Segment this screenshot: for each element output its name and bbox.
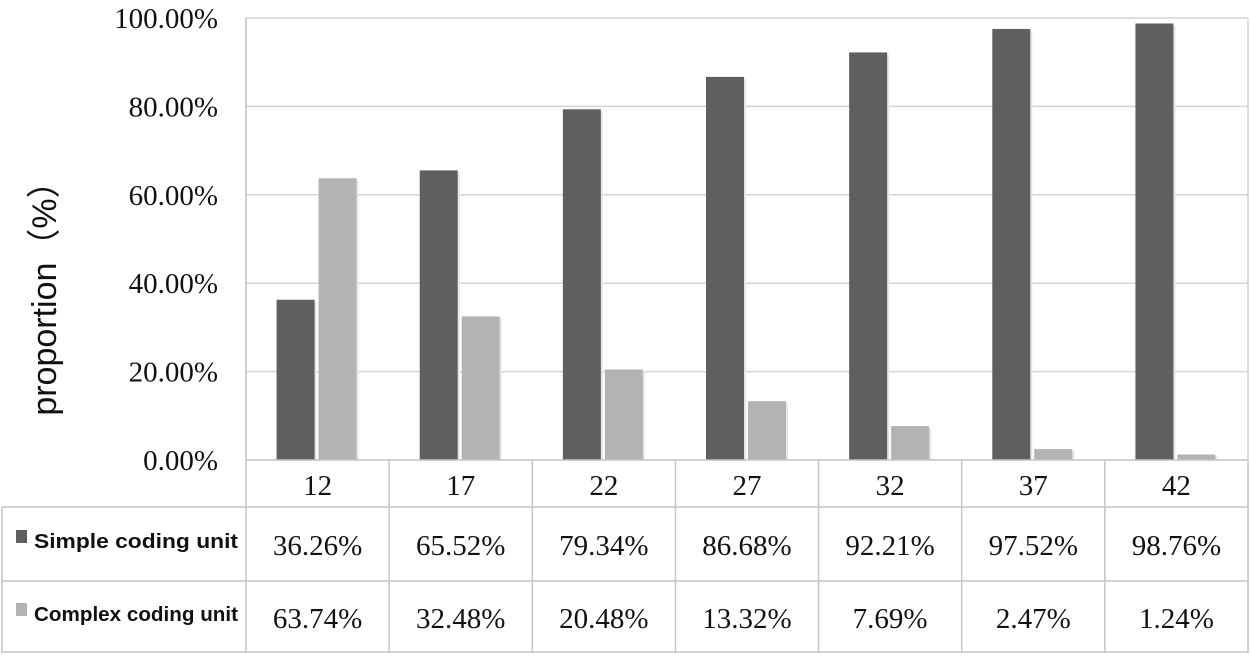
legend-label: Complex coding unit — [34, 604, 238, 626]
bar-complex — [891, 426, 930, 460]
data-label: 36.26% — [273, 530, 362, 562]
x-tick-label: 27 — [733, 470, 762, 502]
data-label: 92.21% — [845, 530, 934, 562]
data-label: 20.48% — [559, 603, 648, 635]
y-tick-label: 80.00% — [129, 91, 218, 123]
x-tick-label: 12 — [303, 470, 332, 502]
data-label: 7.69% — [853, 603, 928, 635]
bar-simple — [992, 28, 1031, 460]
data-label: 86.68% — [702, 530, 791, 562]
x-tick-label: 32 — [876, 470, 905, 502]
y-tick-label: 0.00% — [143, 445, 218, 477]
y-tick-label: 40.00% — [129, 268, 218, 300]
bar-complex — [1034, 449, 1073, 460]
bar-complex — [604, 369, 643, 460]
data-label: 63.74% — [273, 603, 362, 635]
data-label: 32.48% — [416, 603, 505, 635]
grid-layer — [245, 17, 1249, 460]
y-tick-label: 60.00% — [129, 180, 218, 212]
bar-complex — [318, 178, 357, 460]
bar-complex — [1177, 454, 1216, 460]
y-axis-label: proportion（%） — [26, 164, 64, 415]
x-tick-label: 17 — [446, 470, 475, 502]
legend-swatch — [16, 530, 27, 543]
legend-swatch — [16, 603, 27, 616]
x-tick-label: 42 — [1162, 470, 1191, 502]
data-label: 97.52% — [989, 530, 1078, 562]
bar-complex — [461, 316, 500, 460]
data-label: 98.76% — [1132, 530, 1221, 562]
data-label: 79.34% — [559, 530, 648, 562]
data-label: 13.32% — [702, 603, 791, 635]
data-label: 65.52% — [416, 530, 505, 562]
legend-label: Simple coding unit — [34, 531, 238, 553]
bars-layer — [276, 23, 1218, 461]
bar-simple — [562, 109, 601, 460]
data-label: 1.24% — [1139, 603, 1214, 635]
y-tick-label: 20.00% — [129, 357, 218, 389]
data-label: 2.47% — [996, 603, 1071, 635]
data-table — [1, 459, 1249, 653]
y-tick-label: 100.00% — [114, 3, 218, 35]
x-tick-label: 37 — [1019, 470, 1048, 502]
bar-simple — [276, 299, 315, 460]
bar-complex — [748, 401, 786, 460]
bar-simple — [849, 52, 888, 461]
bar-simple — [706, 76, 744, 461]
bar-simple — [419, 170, 458, 460]
bar-simple — [1135, 23, 1174, 460]
x-tick-label: 22 — [589, 470, 618, 502]
text-layer: proportion（%） 0.00% 20.00% 40.00% 60.00% 80.… — [26, 3, 1221, 635]
